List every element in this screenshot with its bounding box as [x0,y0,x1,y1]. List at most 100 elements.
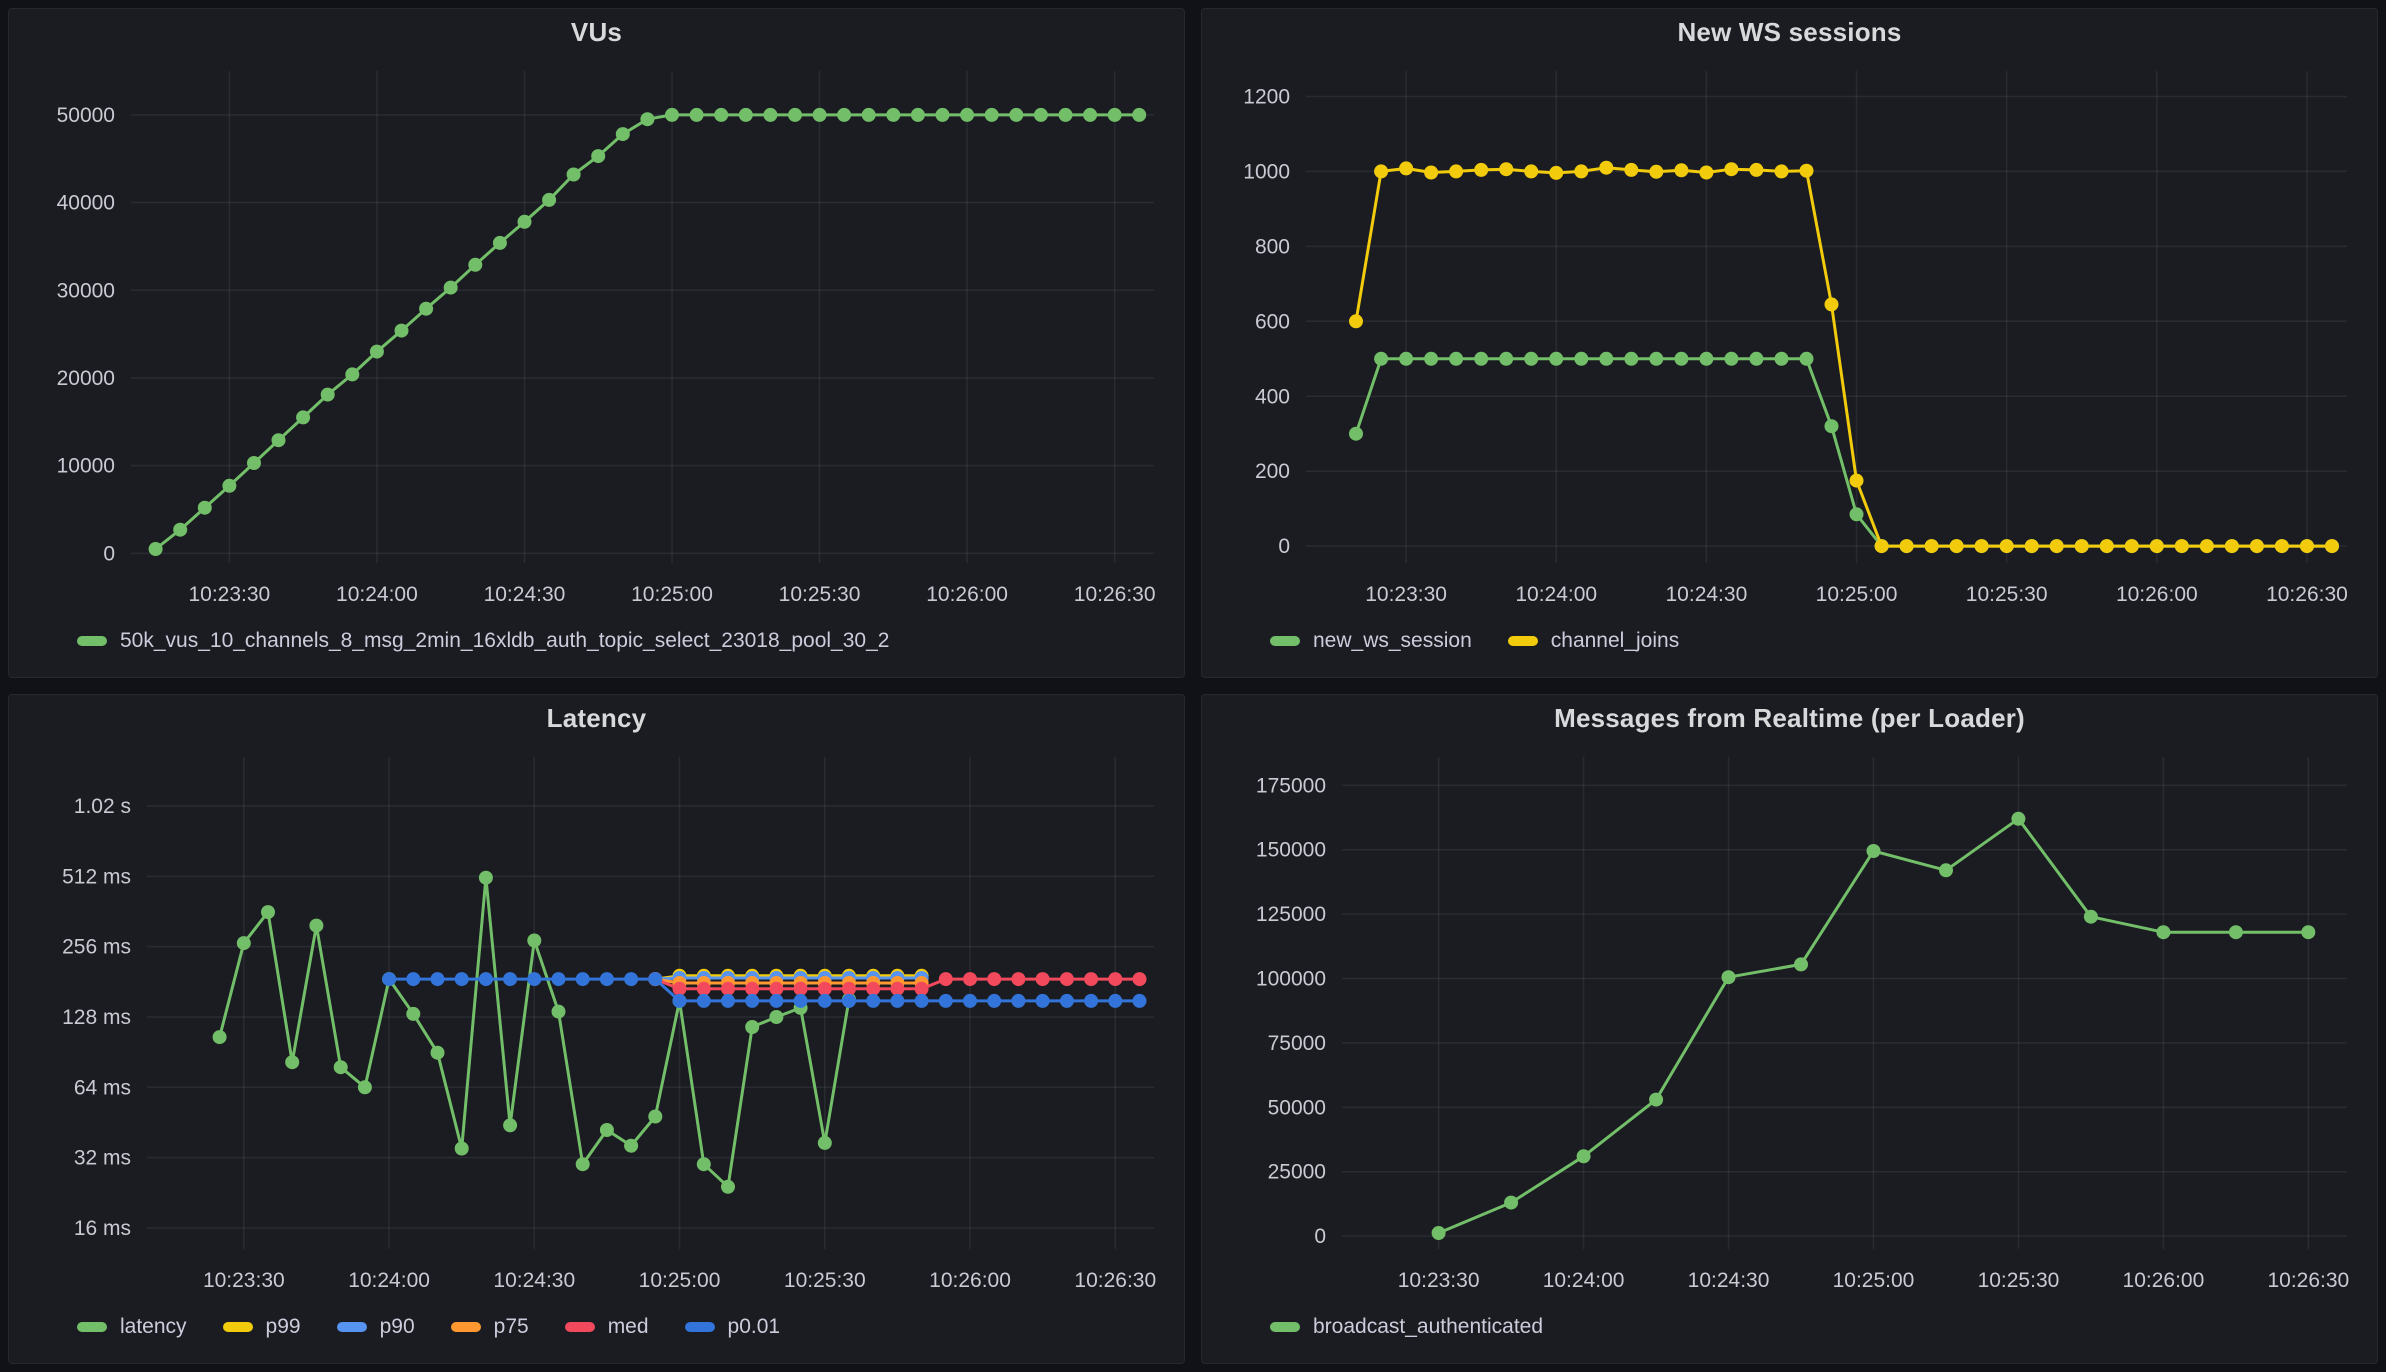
data-point-med [696,981,711,996]
messages-from-realtime-chart[interactable]: 10:23:30 10:24:00 10:24:30 10:25:00 10:25:30… [1202,741,2377,1303]
data-point-med [769,981,784,996]
legend-item-p75[interactable]: p75 [450,1315,529,1339]
x-tick-label: 10:26:00 [926,583,1008,606]
data-point-channel_joins [1899,539,1914,554]
data-point-med [842,981,856,996]
data-point-50k_vus_10_channels_8_msg_2min_16xldb_auth_topic_select_23018_pool_30_2 [296,410,311,425]
data-point-new_ws_session [1474,351,1489,366]
latency-chart[interactable]: 10:23:30 10:24:00 10:24:30 10:25:00 10:25:30… [9,741,1184,1303]
data-point-med [1059,972,1074,987]
x-tick-label: 10:25:00 [631,583,713,606]
data-point-channel_joins [2049,539,2064,554]
data-point-50k_vus_10_channels_8_msg_2min_16xldb_auth_topic_select_23018_pool_30_2 [247,456,261,470]
y-tick-label: 0 [1278,535,1290,558]
data-point-p0.01 [672,993,687,1008]
legend-label: p90 [379,1315,415,1338]
x-tick-label: 10:24:30 [493,1269,575,1292]
data-point-channel_joins [2174,539,2189,554]
x-tick-label: 10:26:00 [2116,583,2198,606]
data-point-latency [745,1020,760,1034]
legend-vus: 50k_vus_10_channels_8_msg_2min_16xldb_au… [9,617,1184,677]
vus-chart[interactable]: 10:23:30 10:24:00 10:24:30 10:25:00 10:25:30… [9,55,1184,617]
data-point-50k_vus_10_channels_8_msg_2min_16xldb_auth_topic_select_23018_pool_30_2 [910,107,925,122]
data-point-new_ws_session [1624,351,1639,366]
data-point-50k_vus_10_channels_8_msg_2min_16xldb_auth_topic_select_23018_pool_30_2 [1132,107,1147,122]
data-point-p0.01 [454,972,469,987]
legend-item-channel_joins[interactable]: channel_joins [1507,629,1679,653]
data-point-latency [261,905,275,920]
data-point-channel_joins [1449,164,1464,179]
y-tick-label: 0 [103,542,115,565]
new-ws-sessions-chart[interactable]: 10:23:30 10:24:00 10:24:30 10:25:00 10:25:30… [1202,55,2377,617]
x-tick-label: 10:26:30 [2267,1269,2349,1292]
legend-item-50k_vus_10_channels_8_msg_2min_16xldb_auth_topic_select_23018_pool_30_2[interactable]: 50k_vus_10_channels_8_msg_2min_16xldb_au… [77,629,889,653]
data-point-p0.01 [721,993,735,1008]
data-point-channel_joins [1524,164,1539,179]
data-point-new_ws_session [1799,351,1814,366]
data-point-50k_vus_10_channels_8_msg_2min_16xldb_auth_topic_select_23018_pool_30_2 [542,192,557,207]
legend-swatch [1507,636,1538,646]
data-point-med [1108,972,1123,987]
x-tick-label: 10:26:00 [929,1269,1011,1292]
y-tick-label: 50000 [57,104,115,127]
data-point-med [745,981,760,996]
data-point-p0.01 [963,993,977,1008]
y-tick-label: 400 [1255,385,1290,408]
data-point-new_ws_session [1849,507,1864,522]
panel-title-latency[interactable]: Latency [546,702,647,733]
data-point-latency [599,1123,614,1137]
data-point-broadcast_authenticated [2301,925,2316,940]
data-point-p0.01 [382,972,397,987]
data-point-channel_joins [2099,539,2114,554]
data-point-latency [696,1157,711,1172]
x-tick-label: 10:24:00 [336,583,418,606]
data-point-50k_vus_10_channels_8_msg_2min_16xldb_auth_topic_select_23018_pool_30_2 [689,107,704,122]
legend-item-new_ws_session[interactable]: new_ws_session [1270,629,1472,653]
data-point-channel_joins [2249,539,2264,554]
data-point-latency [721,1179,735,1194]
data-point-channel_joins [2274,539,2289,554]
data-point-new_ws_session [1749,351,1764,366]
data-point-latency [551,1004,566,1019]
panel-title-vus[interactable]: VUs [570,16,623,47]
data-point-p0.01 [696,993,711,1008]
data-point-p0.01 [624,972,639,987]
legend-swatch [1270,1322,1300,1332]
legend-item-broadcast_authenticated[interactable]: broadcast_authenticated [1270,1315,1543,1339]
data-point-broadcast_authenticated [2083,909,2098,924]
data-point-50k_vus_10_channels_8_msg_2min_16xldb_auth_topic_select_23018_pool_30_2 [369,344,384,359]
x-tick-label: 10:24:00 [1515,583,1597,606]
legend-item-p90[interactable]: p90 [336,1315,415,1339]
data-point-50k_vus_10_channels_8_msg_2min_16xldb_auth_topic_select_23018_pool_30_2 [665,107,679,122]
data-point-broadcast_authenticated [2156,925,2171,940]
data-point-latency [236,936,251,951]
legend-item-latency[interactable]: latency [77,1315,187,1339]
series-line-50k_vus_10_channels_8_msg_2min_16xldb_auth_topic_select_23018_pool_30_2 [154,113,1141,551]
y-tick-label: 1.02 s [74,795,131,818]
data-point-channel_joins [1699,165,1714,180]
data-point-50k_vus_10_channels_8_msg_2min_16xldb_auth_topic_select_23018_pool_30_2 [615,127,630,142]
y-tick-label: 0 [1314,1225,1326,1248]
panel-title-messages-from-realtime[interactable]: Messages from Realtime (per Loader) [1554,702,2025,733]
panel-title-new-ws-sessions[interactable]: New WS sessions [1677,16,1902,47]
data-point-50k_vus_10_channels_8_msg_2min_16xldb_auth_topic_select_23018_pool_30_2 [960,107,975,122]
data-point-channel_joins [1999,539,2014,554]
data-point-p0.01 [1108,993,1123,1008]
data-point-p0.01 [866,993,881,1008]
data-point-channel_joins [1474,162,1489,177]
data-point-50k_vus_10_channels_8_msg_2min_16xldb_auth_topic_select_23018_pool_30_2 [492,235,507,250]
data-point-broadcast_authenticated [1649,1092,1664,1107]
legend-item-med[interactable]: med [564,1315,649,1339]
legend-item-p99[interactable]: p99 [222,1315,301,1339]
data-point-channel_joins [1399,161,1414,176]
data-point-p0.01 [914,993,929,1008]
legend-item-p0.01[interactable]: p0.01 [684,1315,781,1339]
data-point-latency [527,933,542,948]
y-tick-label: 32 ms [74,1147,131,1170]
legend-label: p0.01 [727,1315,781,1338]
data-point-new_ws_session [1574,351,1589,366]
data-point-p0.01 [503,972,518,987]
data-point-50k_vus_10_channels_8_msg_2min_16xldb_auth_topic_select_23018_pool_30_2 [714,107,729,122]
x-tick-label: 10:25:30 [1978,1269,2060,1292]
data-point-new_ws_session [1349,426,1363,441]
